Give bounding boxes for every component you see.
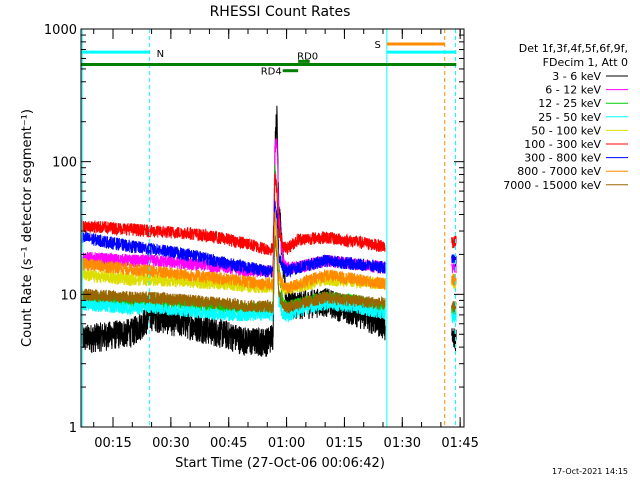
legend-header-1: FDecim 1, Att 0 — [543, 56, 628, 69]
y-tick-label-1: 10 — [60, 288, 77, 303]
legend-label-5: 100 - 300 keV — [524, 138, 601, 151]
y-tick-label-2: 100 — [52, 156, 77, 171]
y-tick-label-3: 1000 — [44, 23, 77, 38]
legend-label-8: 7000 - 15000 keV — [503, 179, 601, 192]
plot-frame — [80, 28, 465, 428]
series-6 — [81, 200, 457, 278]
legend-header-0: Det 1f,3f,4f,5f,6f,9f, — [519, 42, 628, 55]
series-line-6-seg-1 — [451, 254, 457, 267]
y-axis: 1 10 100 1000 — [44, 23, 464, 436]
series-line-7-seg-1 — [451, 273, 457, 286]
series-line-3-seg-1 — [451, 310, 457, 324]
x-axis-label: Start Time (27-Oct-06 00:06:42) — [175, 456, 385, 471]
legend-label-4: 50 - 100 keV — [531, 124, 601, 137]
annotation-bars: N S RD4 RD0 — [81, 40, 457, 78]
vertical-lines — [81, 29, 457, 427]
rd4-label: RD4 — [261, 67, 282, 78]
legend-label-6: 300 - 800 keV — [524, 152, 601, 165]
saa-label: S — [375, 40, 381, 51]
legend-label-1: 6 - 12 keV — [545, 84, 601, 97]
x-tick-label-3: 01:00 — [268, 436, 305, 451]
series-layer — [81, 105, 457, 357]
series-line-8-seg-1 — [451, 301, 457, 314]
legend-label-0: 3 - 6 keV — [552, 70, 601, 83]
legend: Det 1f,3f,4f,5f,6f,9f,FDecim 1, Att 03 -… — [503, 42, 628, 192]
series-line-6-seg-0 — [81, 200, 386, 278]
x-tick-label-2: 00:45 — [210, 436, 247, 451]
night-label: N — [157, 49, 164, 60]
series-line-5-seg-0 — [81, 173, 386, 256]
x-tick-label-1: 00:30 — [152, 436, 189, 451]
y-axis-label: Count Rate (s⁻¹ detector segment⁻¹) — [20, 109, 35, 347]
x-tick-label-5: 01:30 — [384, 436, 421, 451]
x-tick-label-4: 01:15 — [326, 436, 363, 451]
series-8 — [81, 235, 457, 314]
series-line-1-seg-0 — [81, 138, 386, 278]
series-line-8-seg-0 — [81, 235, 386, 314]
footer-timestamp: 17-Oct-2021 14:15 — [552, 467, 628, 476]
x-tick-label-6: 01:45 — [441, 436, 478, 451]
legend-label-2: 12 - 25 keV — [538, 97, 601, 110]
x-tick-label-0: 00:15 — [94, 436, 131, 451]
series-line-7-seg-0 — [81, 212, 386, 295]
x-axis: 00:15 00:30 00:45 01:00 01:15 01:30 01:45 — [93, 29, 479, 451]
chart-title: RHESSI Count Rates — [210, 4, 351, 20]
rd0-label: RD0 — [297, 51, 318, 62]
series-7 — [81, 212, 457, 295]
series-1 — [81, 138, 457, 278]
legend-label-7: 800 - 7000 keV — [517, 165, 601, 178]
legend-label-3: 25 - 50 keV — [538, 111, 601, 124]
y-tick-label-0: 1 — [69, 421, 77, 436]
